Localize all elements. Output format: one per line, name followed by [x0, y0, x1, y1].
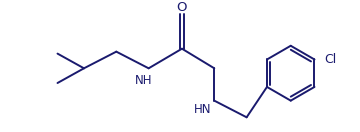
Text: O: O	[177, 1, 187, 14]
Text: NH: NH	[135, 74, 153, 87]
Text: Cl: Cl	[324, 53, 337, 66]
Text: HN: HN	[194, 103, 211, 116]
